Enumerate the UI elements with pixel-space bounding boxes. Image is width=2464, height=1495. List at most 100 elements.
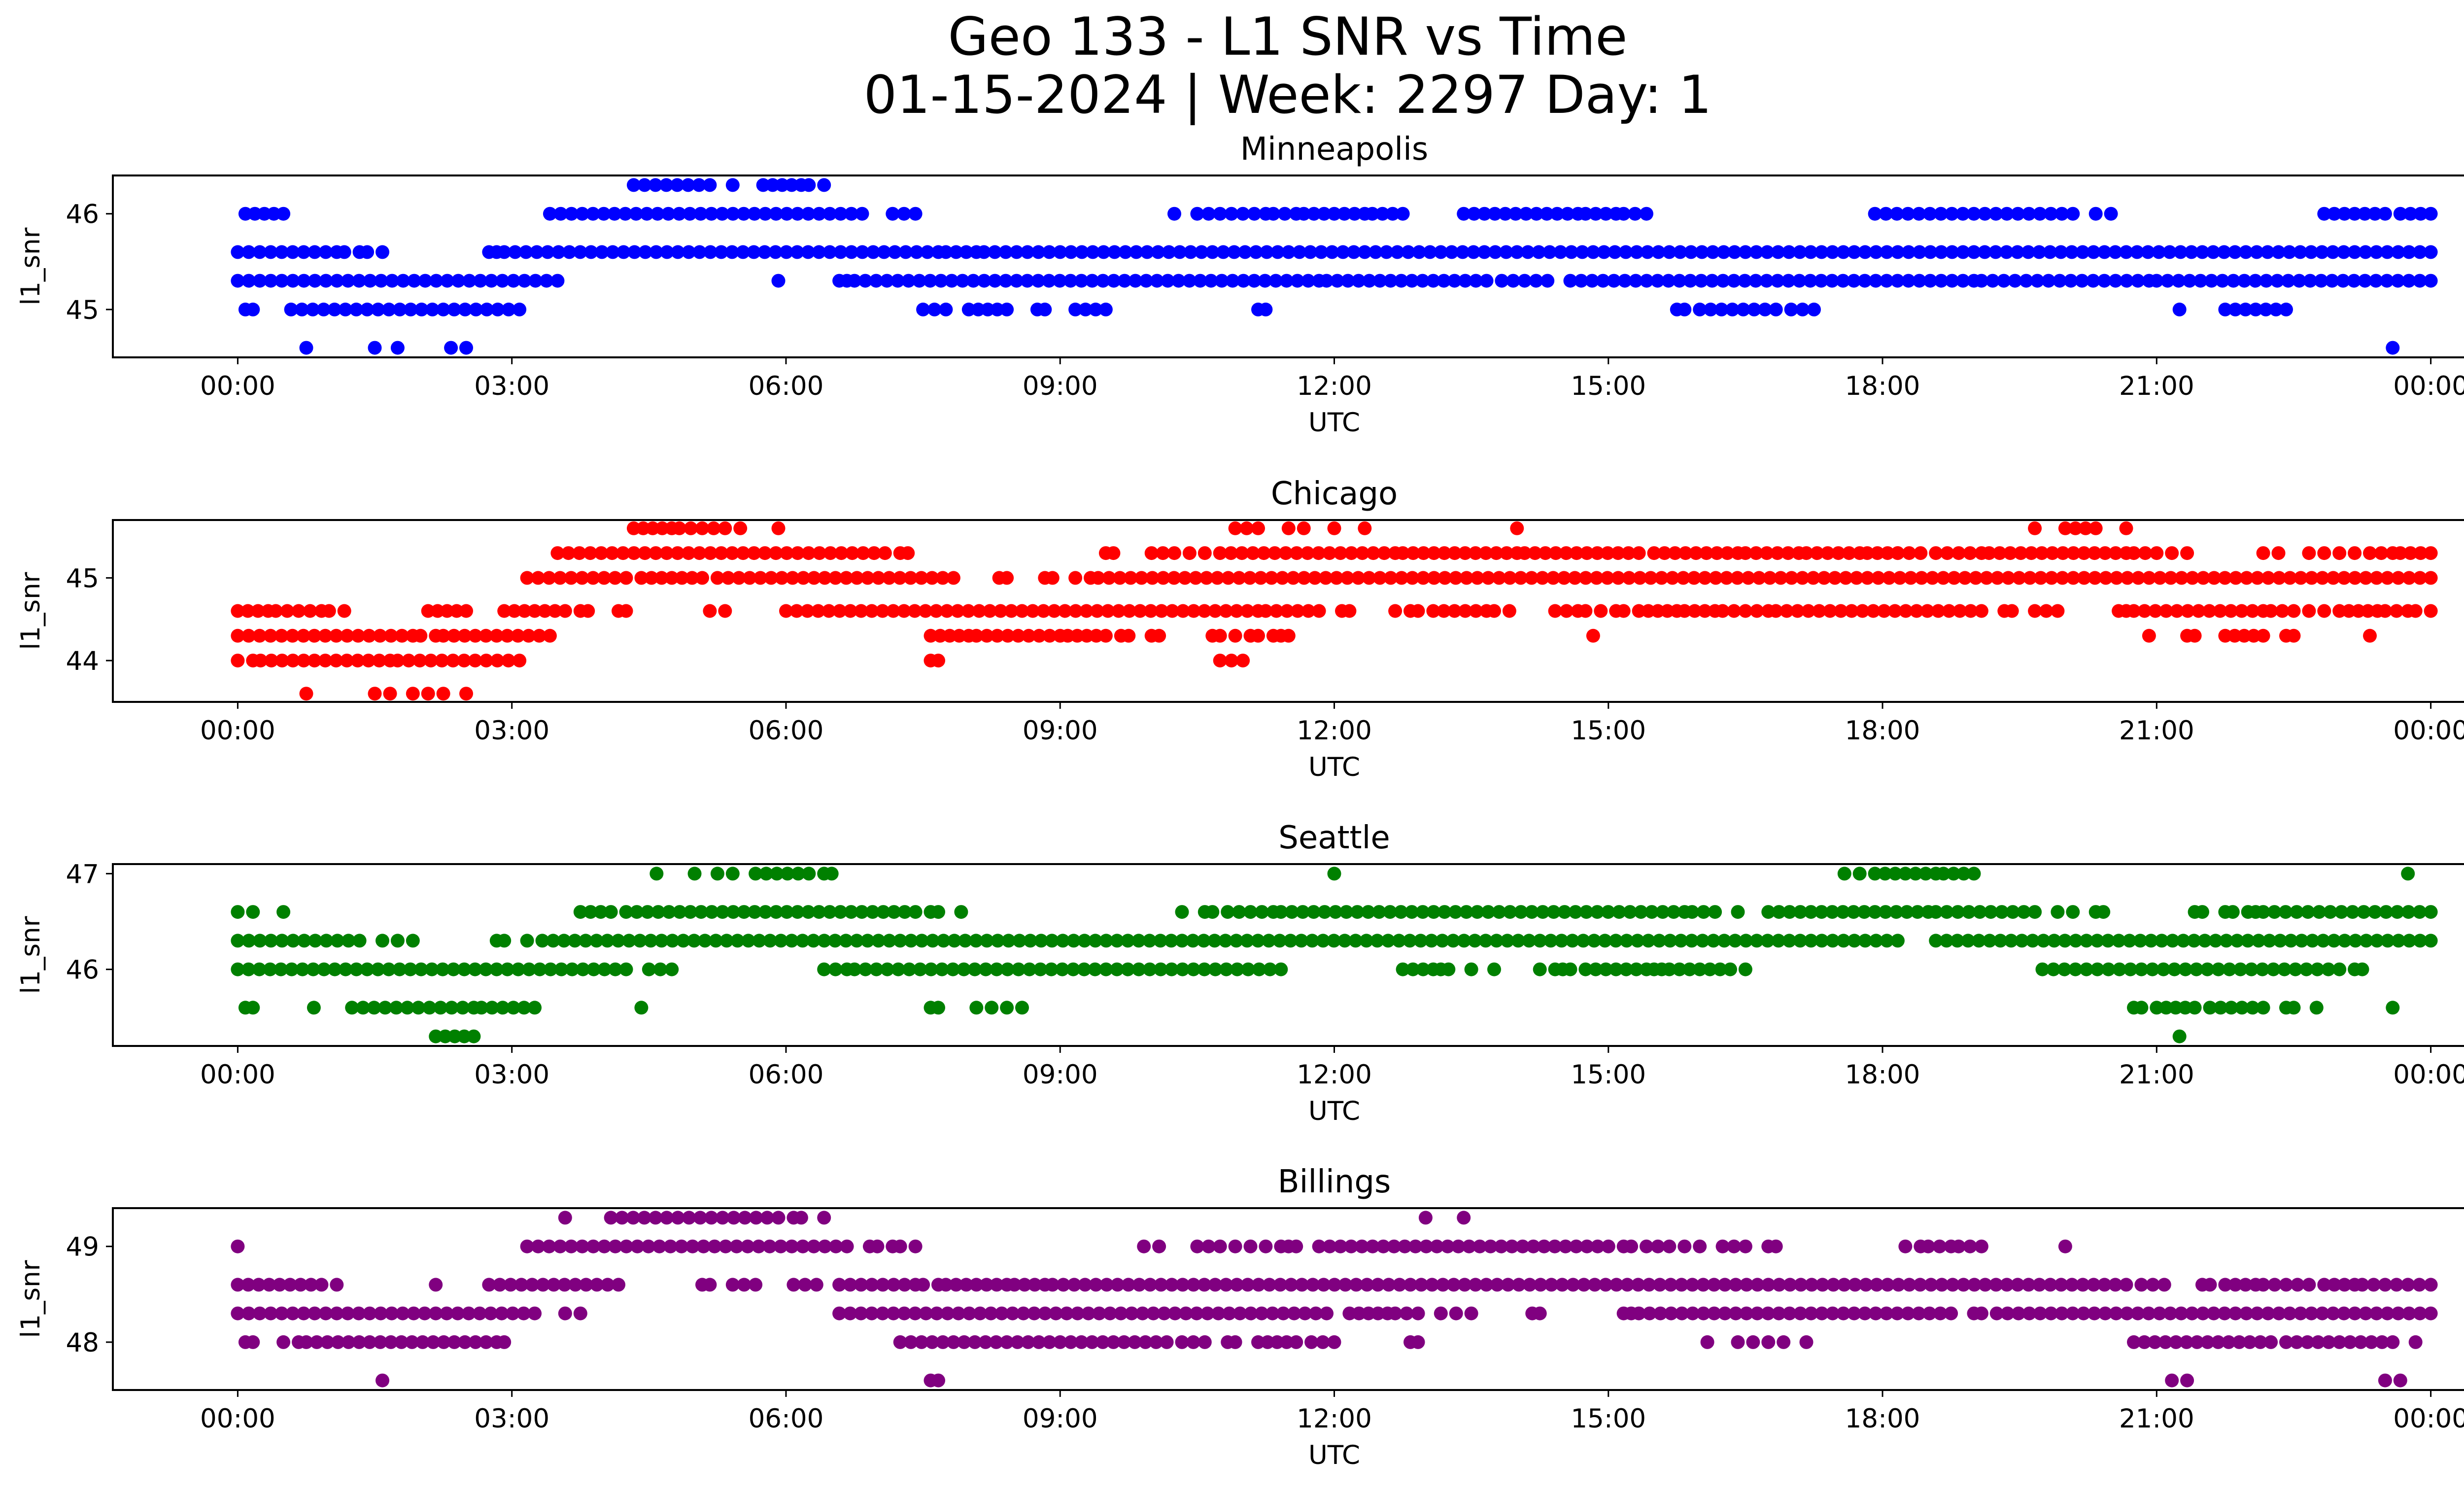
data-point [1167,571,1181,585]
data-point [564,571,578,585]
data-point [541,245,555,259]
data-point [383,687,397,701]
data-point [914,571,928,585]
data-point [608,962,622,976]
data-point [345,1001,359,1015]
data-point [663,1239,678,1253]
data-point [998,245,1013,259]
data-point [307,1001,321,1015]
y-tick-label: 46 [66,955,99,985]
data-point [730,934,745,948]
data-point [1696,1306,1711,1321]
data-point [2300,1335,2315,1349]
data-point [1611,546,1625,560]
data-point [429,274,444,288]
data-point [2079,521,2093,535]
data-point [806,934,821,948]
data-point [1566,1278,1580,1292]
data-point [584,245,598,259]
data-point [757,245,772,259]
data-point [1847,905,1861,919]
data-point [2321,962,2335,976]
data-point [2269,302,2283,316]
data-point [1654,571,1669,585]
data-point [1011,962,1026,976]
data-point [479,962,493,976]
data-point [2391,571,2405,585]
data-point [1266,207,1280,221]
data-point [1609,1278,1624,1292]
data-point [800,604,815,618]
x-tick-label: 03:00 [474,371,549,401]
data-point [1370,934,1384,948]
data-point [1912,274,1926,288]
data-point [2255,962,2269,976]
data-point [1444,245,1459,259]
data-point [1511,934,1525,948]
data-point [618,207,632,221]
data-point [1594,604,1608,618]
data-point [2332,962,2347,976]
data-point [1342,604,1357,618]
data-point [1456,245,1470,259]
data-point [467,1029,481,1043]
data-point [1934,274,1949,288]
data-point [1000,1335,1014,1349]
data-point [551,245,566,259]
data-point [1706,245,1720,259]
data-point [1488,245,1503,259]
data-point [2097,274,2112,288]
data-point [1338,1278,1352,1292]
data-point [1327,867,1341,881]
data-point [320,1335,335,1349]
data-point [1066,962,1080,976]
data-point [1888,867,1902,881]
data-point [1837,867,1851,881]
data-point [581,604,595,618]
data-point [382,302,396,316]
data-point [1858,274,1872,288]
data-point [1295,1278,1309,1292]
data-point [1045,934,1059,948]
data-point [1782,905,1797,919]
x-tick-label: 15:00 [1571,1060,1646,1090]
data-point [1881,546,1895,560]
data-point [2348,207,2362,221]
data-point [1503,571,1517,585]
data-point [822,207,837,221]
data-point [2188,628,2202,643]
data-point [1750,1306,1764,1321]
data-point [533,962,547,976]
data-point [644,934,658,948]
data-point [1102,571,1116,585]
data-point [1685,1306,1700,1321]
data-point [2213,604,2227,618]
data-point [685,571,699,585]
data-point [1618,274,1632,288]
data-point [1328,1278,1341,1292]
data-point [1053,1335,1067,1349]
data-point [2290,1335,2304,1349]
data-point [1296,905,1310,919]
data-point [2379,905,2393,919]
data-point [1793,905,1808,919]
data-point [1267,546,1282,560]
data-point [497,934,512,948]
data-point [947,934,961,948]
data-point [721,571,735,585]
data-point [1176,604,1190,618]
data-point [1632,1306,1646,1321]
data-point [1695,245,1709,259]
data-point [497,604,512,618]
data-point [1068,571,1083,585]
data-point [2282,245,2296,259]
data-point [511,962,525,976]
data-point [1489,546,1504,560]
data-point [314,1278,329,1292]
data-point [1066,934,1081,948]
data-point [2283,571,2297,585]
data-point [1989,207,2003,221]
data-point [1761,905,1776,919]
data-point [1953,604,1967,618]
data-point [1068,604,1083,618]
